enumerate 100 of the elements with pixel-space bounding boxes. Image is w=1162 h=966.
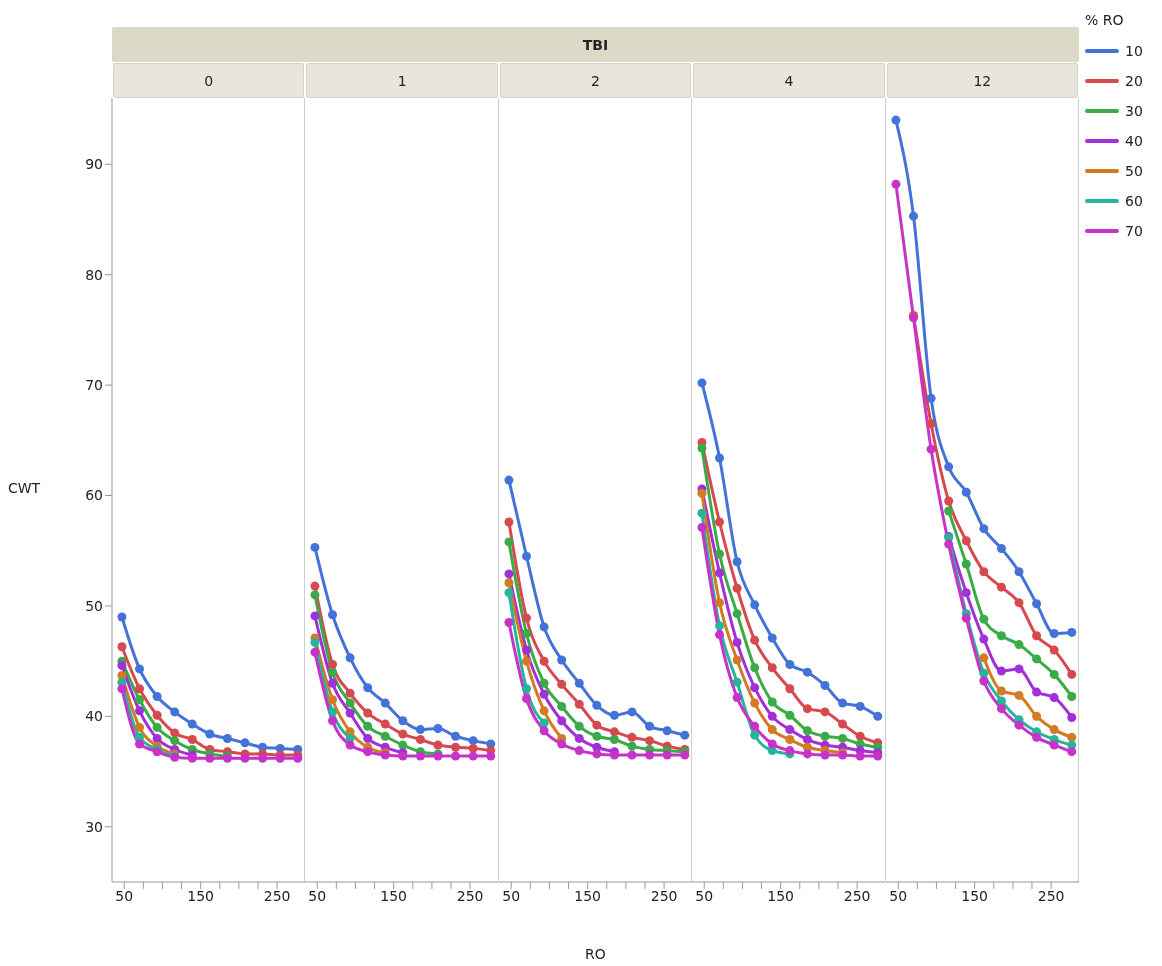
point	[135, 695, 145, 705]
point	[152, 710, 162, 720]
point	[750, 683, 760, 693]
point	[556, 701, 566, 711]
point	[345, 698, 355, 708]
point	[926, 444, 936, 454]
point	[504, 537, 514, 547]
point	[363, 747, 373, 757]
point	[398, 740, 408, 750]
point	[328, 716, 338, 726]
point	[381, 698, 391, 708]
point	[1066, 627, 1076, 637]
point	[750, 600, 760, 610]
point	[258, 753, 268, 763]
point	[996, 631, 1006, 641]
point	[205, 753, 215, 763]
x-tick-label: 150	[380, 887, 408, 904]
point	[1049, 740, 1059, 750]
point	[556, 655, 566, 665]
point	[1014, 690, 1024, 700]
x-tick-label: 150	[960, 887, 988, 904]
x-tick-label: 50	[115, 887, 134, 904]
point	[205, 729, 215, 739]
point	[416, 725, 426, 735]
y-tick-label: 40	[85, 708, 103, 725]
x-tick-label: 50	[502, 887, 520, 904]
point	[996, 686, 1006, 696]
point	[732, 583, 742, 593]
point	[697, 488, 707, 498]
point	[820, 731, 830, 741]
point	[381, 719, 391, 729]
point	[152, 722, 162, 732]
point	[996, 544, 1006, 554]
point	[504, 517, 514, 527]
point	[1049, 629, 1059, 639]
point	[978, 567, 988, 577]
point	[750, 730, 760, 740]
point	[627, 732, 637, 742]
y-tick-label: 90	[85, 156, 103, 173]
point	[574, 746, 584, 756]
point	[310, 611, 320, 621]
point	[891, 115, 901, 125]
point	[732, 655, 742, 665]
point	[152, 691, 162, 701]
point	[521, 629, 531, 639]
point	[732, 637, 742, 647]
point	[767, 711, 777, 721]
point	[750, 698, 760, 708]
point	[345, 653, 355, 663]
legend-label: 40	[1124, 133, 1143, 149]
point	[433, 740, 443, 750]
point	[310, 542, 320, 552]
point	[310, 581, 320, 591]
point	[574, 678, 584, 688]
point	[521, 613, 531, 623]
point	[978, 676, 988, 686]
point	[996, 704, 1006, 714]
point	[328, 707, 338, 717]
point	[697, 443, 707, 453]
point	[838, 698, 848, 708]
point	[926, 393, 936, 403]
point	[592, 700, 602, 710]
point	[662, 726, 672, 736]
point	[117, 684, 127, 694]
point	[328, 667, 338, 677]
point	[767, 633, 777, 643]
point	[732, 609, 742, 619]
point	[978, 668, 988, 678]
legend-title: % RO	[1084, 12, 1125, 28]
y-tick-label: 50	[85, 597, 103, 614]
point	[451, 742, 461, 752]
point	[1066, 712, 1076, 722]
point	[943, 462, 953, 472]
point	[592, 731, 602, 741]
legend-label: 60	[1124, 193, 1143, 209]
point	[961, 536, 971, 546]
point	[504, 569, 514, 579]
point	[697, 378, 707, 388]
point	[469, 736, 479, 746]
point	[1014, 567, 1024, 577]
point	[135, 684, 145, 694]
point	[978, 634, 988, 644]
point	[1031, 711, 1041, 721]
point	[803, 735, 813, 745]
chart-subtitle: 12	[886, 63, 1078, 98]
point	[556, 716, 566, 726]
point	[539, 678, 549, 688]
x-tick-label: 150	[187, 887, 215, 904]
point	[1031, 732, 1041, 742]
point	[1014, 720, 1024, 730]
point	[187, 719, 197, 729]
point	[521, 656, 531, 666]
point	[978, 653, 988, 663]
point	[662, 750, 672, 760]
point	[855, 731, 865, 741]
point	[556, 679, 566, 689]
point	[750, 663, 760, 673]
point	[996, 666, 1006, 676]
point	[943, 539, 953, 549]
point	[117, 642, 127, 652]
